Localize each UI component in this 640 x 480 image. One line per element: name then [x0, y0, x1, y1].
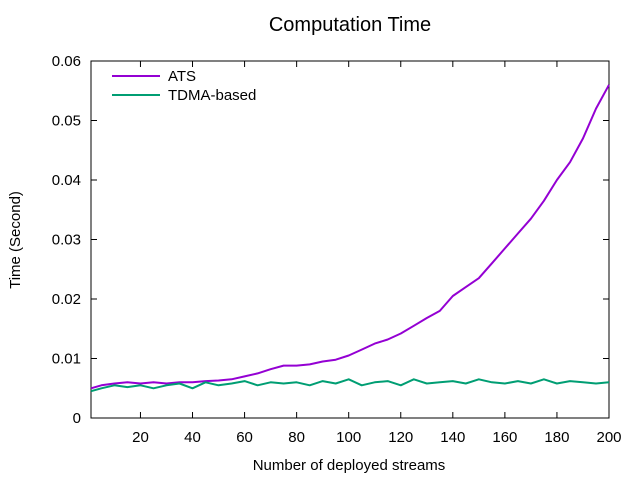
- x-tick-label: 20: [132, 429, 149, 446]
- y-axis-label: Time (Second): [7, 191, 24, 289]
- series-line-ats: [90, 84, 610, 390]
- chart-title: Computation Time: [269, 14, 431, 36]
- plot-frame: [90, 60, 610, 419]
- x-tick-label: 80: [288, 429, 305, 446]
- y-tick-label: 0.02: [52, 291, 81, 308]
- y-tick-label: 0.01: [52, 351, 81, 368]
- x-tick-label: 100: [336, 429, 361, 446]
- y-tick-label: 0.05: [52, 113, 81, 130]
- x-axis-label: Number of deployed streams: [253, 457, 446, 474]
- x-tick-label: 180: [544, 429, 569, 446]
- y-tick-label: 0.03: [52, 232, 81, 249]
- x-tick-label: 160: [492, 429, 517, 446]
- x-tick-label: 120: [388, 429, 413, 446]
- legend-label-tdma-based: TDMA-based: [168, 87, 256, 104]
- x-tick-label: 200: [596, 429, 621, 446]
- y-tick-label: 0.06: [52, 53, 81, 70]
- series-line-tdma-based: [90, 378, 610, 393]
- legend-label-ats: ATS: [168, 68, 196, 85]
- x-tick-label: 60: [236, 429, 253, 446]
- y-tick-label: 0: [73, 410, 81, 427]
- y-tick-label: 0.04: [52, 172, 81, 189]
- x-tick-label: 140: [440, 429, 465, 446]
- x-tick-label: 40: [184, 429, 201, 446]
